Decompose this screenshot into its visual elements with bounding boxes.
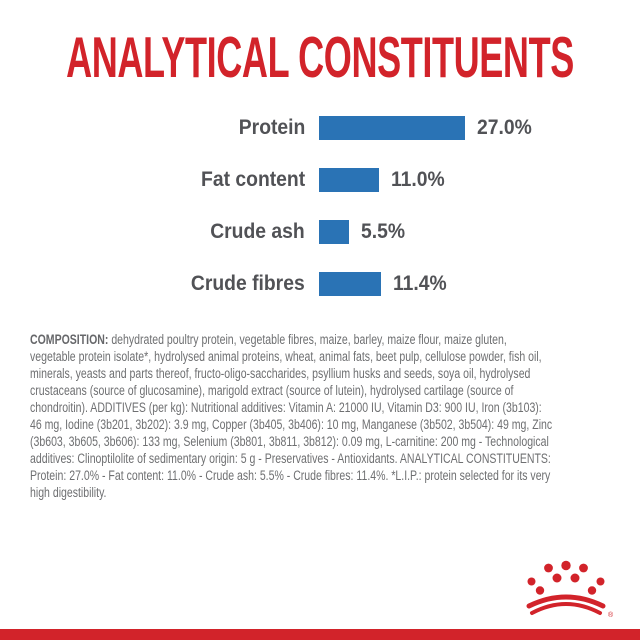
chart-value-label-text: 5.5%	[361, 220, 406, 243]
chart-category-label: Crude ash	[0, 220, 305, 244]
royal-canin-crown-logo: ®	[524, 559, 619, 619]
composition-line-text: crustaceans (source of glucosamine), mar…	[30, 382, 513, 399]
chart-bar	[319, 220, 349, 244]
composition-line: COMPOSITION: dehydrated poultry protein,…	[30, 331, 630, 348]
composition-line-text: chondroitin). ADDITIVES (per kg): Nutrit…	[30, 399, 542, 416]
composition-body-text: (3b603, 3b605, 3b606): 133 mg, Selenium …	[30, 434, 549, 449]
composition-heading: COMPOSITION:	[30, 332, 109, 347]
chart-row: Fat content 11.0%	[0, 168, 640, 192]
composition-line-text: Protein: 27.0% - Fat content: 11.0% - Cr…	[30, 467, 550, 484]
chart-value-label: 11.0%	[391, 168, 449, 192]
chart-value-label-text: 27.0%	[477, 116, 532, 139]
composition-body-text: minerals, yeasts and parts thereof, fruc…	[30, 366, 531, 381]
composition-line-text: COMPOSITION: dehydrated poultry protein,…	[30, 331, 507, 348]
composition-line: minerals, yeasts and parts thereof, fruc…	[30, 365, 630, 382]
chart-category-label-text: Fat content	[200, 168, 305, 191]
chart-row: Protein 27.0%	[0, 116, 640, 140]
chart-category-label-text: Protein	[238, 116, 305, 139]
crown-icon: ®	[526, 560, 614, 619]
chart-bar	[319, 272, 381, 296]
composition-body-text: chondroitin). ADDITIVES (per kg): Nutrit…	[30, 400, 542, 415]
composition-line: (3b603, 3b605, 3b606): 133 mg, Selenium …	[30, 433, 630, 450]
composition-line: 46 mg, Iodine (3b201, 3b202): 3.9 mg, Co…	[30, 416, 630, 433]
composition-body-text: additives: Clinoptilolite of sedimentary…	[30, 451, 551, 466]
chart-category-label-text: Crude fibres	[191, 272, 305, 295]
composition-body-text: high digestibility.	[30, 485, 107, 500]
composition-line: Protein: 27.0% - Fat content: 11.0% - Cr…	[30, 467, 630, 484]
composition-body-text: vegetable protein isolate*, hydrolysed a…	[30, 349, 542, 364]
registered-trademark-symbol: ®	[608, 611, 614, 619]
chart-value-label-text: 11.4%	[393, 272, 447, 295]
composition-line-text: 46 mg, Iodine (3b201, 3b202): 3.9 mg, Co…	[30, 416, 552, 433]
page-title: ANALYTICAL CONSTITUENTS	[66, 26, 574, 91]
chart-value-label: 5.5%	[361, 220, 409, 244]
composition-line-text: (3b603, 3b605, 3b606): 133 mg, Selenium …	[30, 433, 549, 450]
composition-line: chondroitin). ADDITIVES (per kg): Nutrit…	[30, 399, 630, 416]
chart-bar	[319, 116, 465, 140]
composition-line-text: additives: Clinoptilolite of sedimentary…	[30, 450, 551, 467]
chart-row: Crude fibres 11.4%	[0, 272, 640, 296]
analytical-constituents-bar-chart: Protein 27.0% Fat content 11.0% Crude ash 5.5…	[0, 116, 640, 324]
chart-bar	[319, 168, 379, 192]
composition-line-text: high digestibility.	[30, 484, 106, 501]
composition-line: crustaceans (source of glucosamine), mar…	[30, 382, 630, 399]
composition-line: vegetable protein isolate*, hydrolysed a…	[30, 348, 630, 365]
chart-value-label: 27.0%	[477, 116, 537, 140]
composition-line: high digestibility.	[30, 484, 630, 501]
composition-line-text: vegetable protein isolate*, hydrolysed a…	[30, 348, 542, 365]
composition-line-text: minerals, yeasts and parts thereof, fruc…	[30, 365, 530, 382]
composition-body-text: 46 mg, Iodine (3b201, 3b202): 3.9 mg, Co…	[30, 417, 553, 432]
composition-body-text: Protein: 27.0% - Fat content: 11.0% - Cr…	[30, 468, 551, 483]
composition-text-block: COMPOSITION: dehydrated poultry protein,…	[30, 331, 630, 501]
chart-category-label-text: Crude ash	[210, 220, 305, 243]
composition-body-text: dehydrated poultry protein, vegetable fi…	[108, 332, 507, 347]
composition-line: additives: Clinoptilolite of sedimentary…	[30, 450, 630, 467]
chart-category-label: Fat content	[0, 168, 305, 192]
chart-category-label: Protein	[0, 116, 305, 140]
chart-value-label-text: 11.0%	[391, 168, 445, 191]
chart-row: Crude ash 5.5%	[0, 220, 640, 244]
chart-value-label: 11.4%	[393, 272, 451, 296]
bottom-red-band	[0, 629, 640, 640]
chart-category-label: Crude fibres	[0, 272, 305, 296]
composition-body-text: crustaceans (source of glucosamine), mar…	[30, 383, 514, 398]
